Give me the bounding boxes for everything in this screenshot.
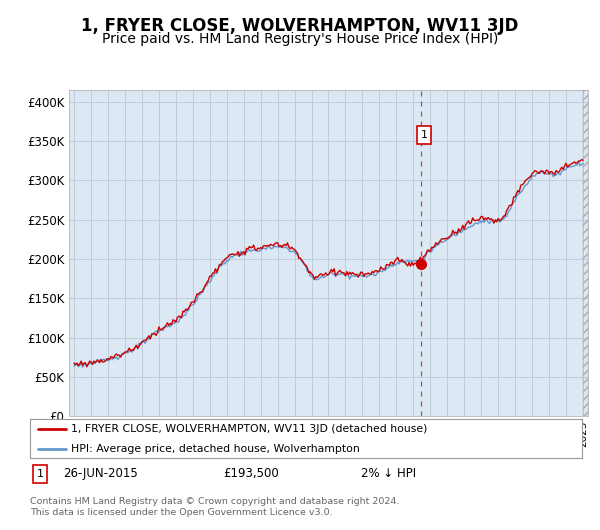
Text: HPI: Average price, detached house, Wolverhampton: HPI: Average price, detached house, Wolv… [71, 444, 360, 454]
Text: 1: 1 [421, 130, 427, 140]
Text: £193,500: £193,500 [223, 467, 279, 480]
Text: 26-JUN-2015: 26-JUN-2015 [63, 467, 138, 480]
Text: Price paid vs. HM Land Registry's House Price Index (HPI): Price paid vs. HM Land Registry's House … [102, 32, 498, 46]
Text: 1: 1 [37, 469, 43, 479]
Text: 1, FRYER CLOSE, WOLVERHAMPTON, WV11 3JD: 1, FRYER CLOSE, WOLVERHAMPTON, WV11 3JD [82, 17, 518, 35]
Text: Contains HM Land Registry data © Crown copyright and database right 2024.
This d: Contains HM Land Registry data © Crown c… [30, 497, 400, 517]
Text: 1, FRYER CLOSE, WOLVERHAMPTON, WV11 3JD (detached house): 1, FRYER CLOSE, WOLVERHAMPTON, WV11 3JD … [71, 425, 428, 435]
Text: 2% ↓ HPI: 2% ↓ HPI [361, 467, 416, 480]
